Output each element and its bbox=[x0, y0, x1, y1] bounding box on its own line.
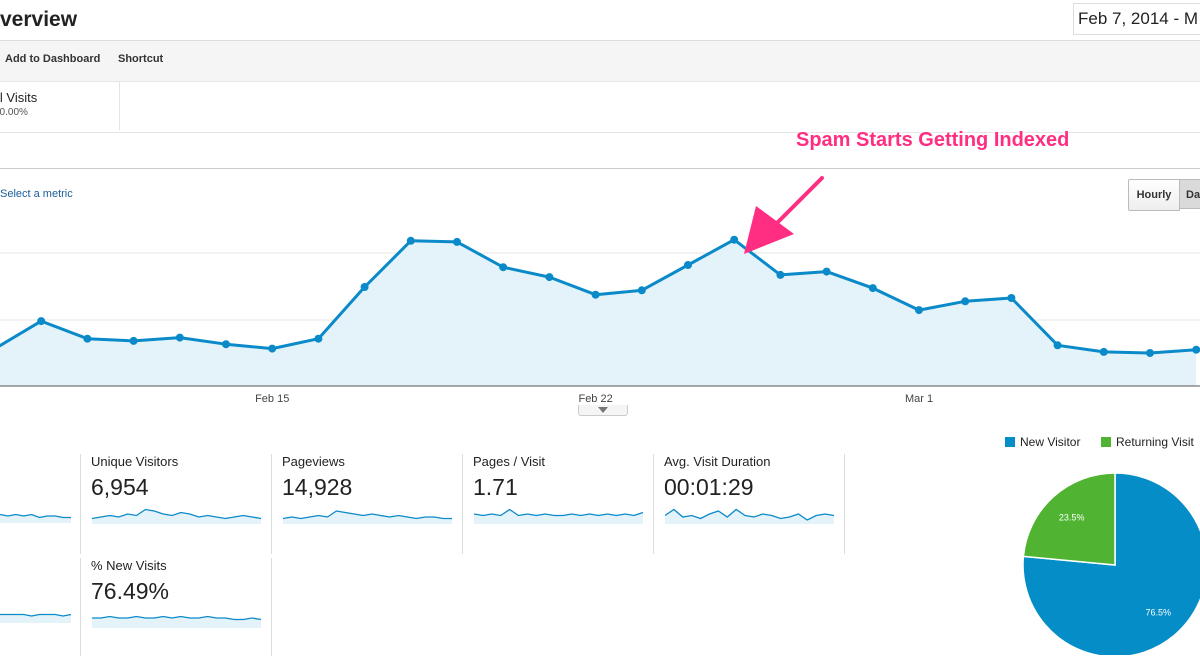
shortcut-button[interactable]: Shortcut bbox=[118, 53, 164, 65]
data-point bbox=[1099, 347, 1108, 356]
metric-pageviews[interactable]: Pageviews 14,928 bbox=[271, 454, 457, 554]
sparkline-line bbox=[474, 508, 644, 517]
data-point bbox=[1192, 345, 1200, 354]
metric-unique-visitors[interactable]: Unique Visitors 6,954 bbox=[80, 454, 266, 554]
report-toolbar: Add to Dashboard Shortcut bbox=[0, 40, 1200, 82]
sparkline bbox=[474, 508, 644, 524]
sparkline-fill bbox=[92, 509, 261, 524]
sparkline-line bbox=[665, 508, 835, 521]
data-point bbox=[961, 297, 970, 306]
metric-label: Pageviews bbox=[282, 454, 345, 469]
x-tick-label: Mar 1 bbox=[905, 393, 933, 405]
sparkline bbox=[0, 513, 71, 523]
sparkline bbox=[92, 615, 262, 628]
data-point bbox=[314, 334, 323, 343]
x-tick-label: Feb 22 bbox=[578, 393, 612, 405]
add-to-dashboard-button[interactable]: Add to Dashboard bbox=[5, 53, 101, 65]
data-point bbox=[37, 317, 46, 326]
data-point bbox=[1146, 349, 1154, 357]
sparkline-line bbox=[0, 513, 71, 519]
metric-value: 6,954 bbox=[91, 474, 149, 500]
metric-label: Unique Visitors bbox=[91, 454, 179, 469]
sparkline-fill bbox=[283, 511, 452, 524]
legend-label: Returning Visit bbox=[1116, 435, 1194, 449]
metric-value: 1.71 bbox=[473, 474, 518, 500]
data-point bbox=[453, 237, 461, 246]
visits-line-chart: Feb 15 Feb 22 Mar 1 bbox=[0, 235, 1200, 405]
data-point bbox=[637, 286, 646, 295]
legend-item-returning-visitor: Returning Visit bbox=[1101, 435, 1194, 449]
pie-data-label: 76.5% bbox=[1146, 608, 1172, 618]
sparkline bbox=[92, 508, 262, 524]
data-point bbox=[360, 283, 369, 291]
segment-all-visits[interactable]: ll Visits 00.00% bbox=[0, 82, 120, 130]
sparkline bbox=[0, 613, 72, 623]
chart-collapse-toggle[interactable] bbox=[578, 405, 628, 416]
data-point bbox=[406, 236, 415, 245]
data-point bbox=[129, 336, 138, 345]
sparkline bbox=[283, 510, 452, 524]
metric-label: Pages / Visit bbox=[473, 454, 546, 469]
data-point bbox=[822, 267, 831, 276]
data-point bbox=[684, 261, 692, 269]
data-point bbox=[268, 344, 277, 353]
x-tick-label: Feb 15 bbox=[255, 393, 289, 405]
metric-value: 76.49% bbox=[91, 578, 170, 604]
segment-name: ll Visits bbox=[0, 90, 38, 105]
legend-item-new-visitor: New Visitor bbox=[1005, 435, 1080, 449]
data-point bbox=[868, 284, 877, 293]
divider bbox=[0, 168, 1200, 169]
data-point bbox=[1053, 341, 1062, 350]
sparkline-line bbox=[283, 510, 452, 520]
pie-slice bbox=[1022, 472, 1116, 566]
metric-value: 14,928 bbox=[282, 474, 353, 500]
sparkline-fill bbox=[92, 616, 261, 628]
legend-swatch bbox=[1101, 437, 1111, 447]
data-point bbox=[915, 306, 923, 315]
data-point bbox=[545, 273, 554, 282]
pie-data-label: 23.5% bbox=[1059, 512, 1085, 522]
sparkline-line bbox=[92, 508, 262, 520]
day-toggle[interactable]: Da bbox=[1179, 179, 1200, 209]
data-point bbox=[776, 270, 785, 279]
sparkline-line bbox=[92, 615, 262, 621]
annotation-arrow bbox=[744, 176, 824, 254]
data-point bbox=[222, 340, 230, 349]
annotation-text: Spam Starts Getting Indexed bbox=[796, 129, 1070, 151]
metric-label: Avg. Visit Duration bbox=[664, 454, 771, 469]
chart-area-fill bbox=[0, 239, 1197, 386]
data-point bbox=[730, 235, 739, 244]
metric-value: 00:01:29 bbox=[664, 474, 754, 500]
data-point bbox=[591, 290, 600, 299]
sparkline bbox=[665, 508, 835, 524]
sparkline-line bbox=[0, 613, 72, 617]
date-range-picker[interactable]: Feb 7, 2014 - M bbox=[1073, 3, 1200, 35]
data-point bbox=[499, 263, 508, 272]
legend-label: New Visitor bbox=[1020, 435, 1081, 449]
data-point bbox=[1007, 294, 1016, 302]
legend-swatch bbox=[1005, 437, 1015, 447]
metric-avg-visit-duration[interactable]: Avg. Visit Duration 00:01:29 bbox=[653, 454, 845, 554]
pie-slice bbox=[1022, 472, 1200, 655]
metric-new-visits[interactable]: % New Visits 76.49% bbox=[80, 558, 272, 656]
metric-label: % New Visits bbox=[91, 558, 167, 573]
select-metric-link[interactable]: Select a metric bbox=[0, 188, 73, 200]
metric-pages-per-visit[interactable]: Pages / Visit 1.71 bbox=[462, 454, 648, 554]
data-point bbox=[83, 334, 92, 343]
sparkline-fill bbox=[474, 509, 643, 524]
data-point bbox=[175, 333, 184, 342]
chevron-down-icon bbox=[598, 407, 608, 413]
hourly-toggle[interactable]: Hourly bbox=[1128, 179, 1180, 211]
page-title: verview bbox=[0, 8, 78, 31]
visitor-type-pie-chart: 76.5% 23.5% bbox=[1022, 472, 1200, 655]
divider bbox=[0, 132, 1200, 133]
sparkline-fill bbox=[0, 614, 71, 623]
segment-percent: 00.00% bbox=[0, 107, 28, 118]
